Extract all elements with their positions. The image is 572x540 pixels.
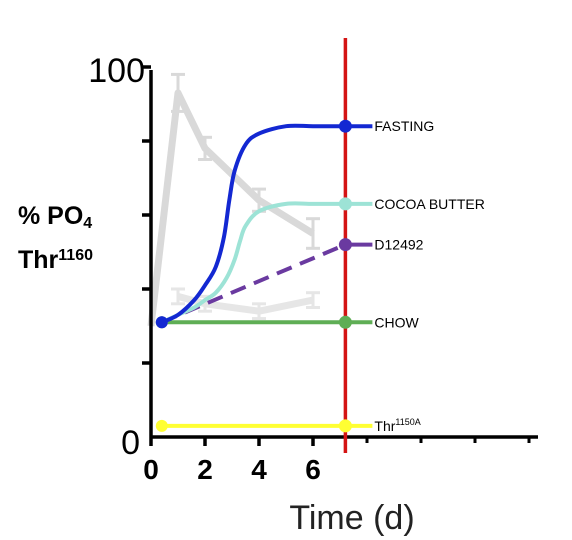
x-tick-label: 4 — [251, 454, 267, 485]
x-tick-label: 6 — [305, 454, 321, 485]
series-lines — [155, 119, 373, 433]
x-tick-label: 0 — [143, 454, 159, 485]
y-end-label-0: 0 — [121, 424, 140, 462]
y-ticks — [142, 65, 151, 365]
axes: 0 2 4 6 100 0 Time (d) — [88, 52, 538, 537]
x-ticks: 0 2 4 6 — [143, 437, 531, 485]
series-label-superscript: 1150A — [395, 417, 420, 427]
series-start-point-fasting — [155, 316, 168, 329]
x-tick-label: 2 — [197, 454, 213, 485]
y-axis-label: % PO4 Thr1160 — [18, 202, 93, 274]
series-line-cocoa-butter — [160, 201, 346, 325]
series-label-thr: Thr1150A — [374, 417, 420, 434]
series-label-cocoa-butter: COCOA BUTTER — [374, 196, 484, 212]
series-label-chow: CHOW — [374, 314, 419, 330]
background-series — [147, 72, 320, 327]
series-label-fasting: FASTING — [374, 118, 434, 134]
y-end-label-100: 100 — [88, 52, 145, 90]
series-line-fasting — [160, 123, 346, 325]
series-label-d12492: D12492 — [374, 237, 423, 253]
series-start-point-thr — [155, 419, 168, 432]
x-axis-label: Time (d) — [289, 499, 414, 537]
series-labels: Thr1150A CHOW D12492 COCOA BUTTER FASTING — [374, 118, 484, 434]
